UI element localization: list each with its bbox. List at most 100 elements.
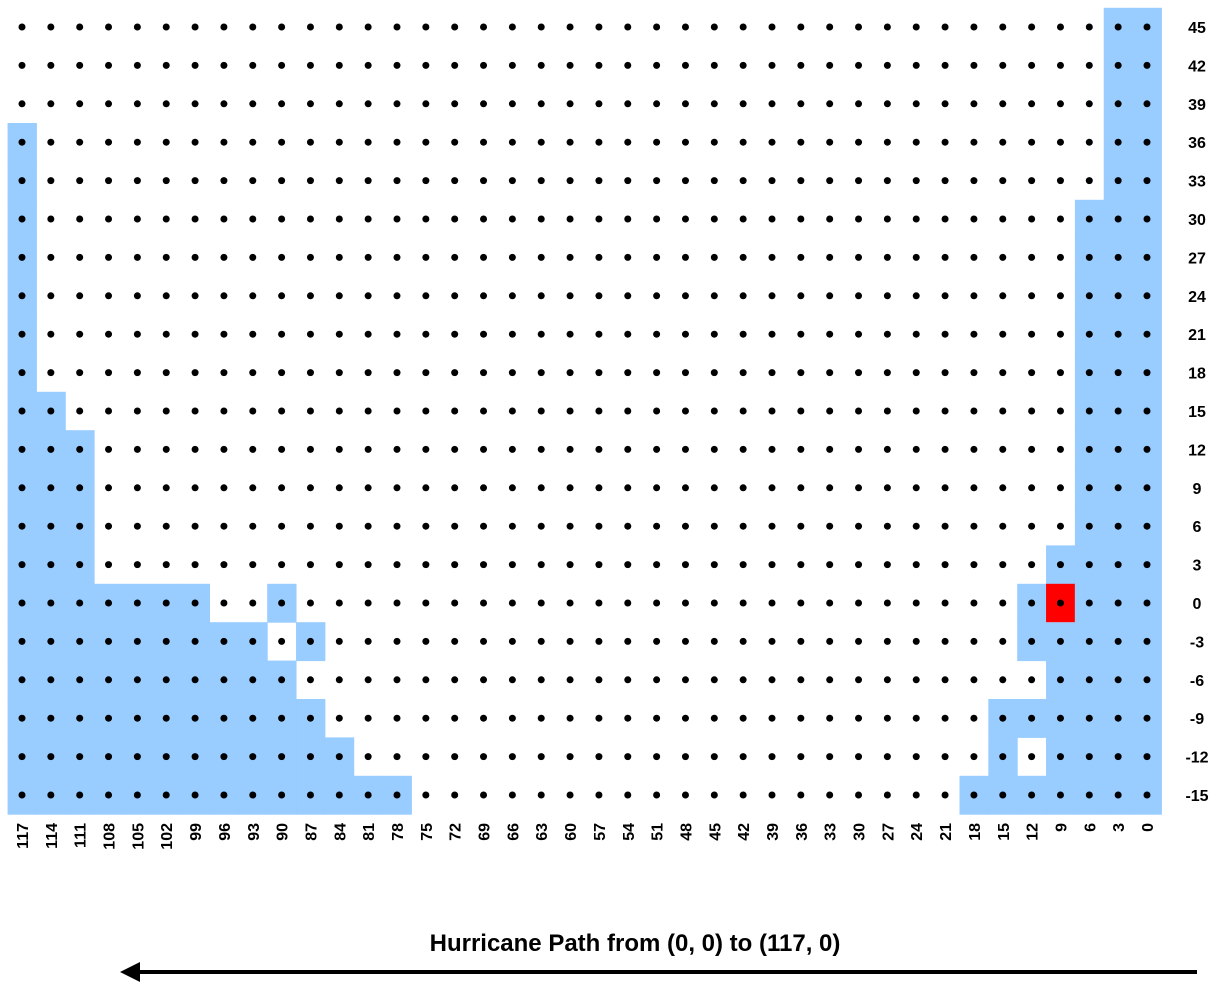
grid-dot <box>941 369 949 377</box>
grid-dot <box>162 292 170 300</box>
grid-dot <box>1143 23 1151 31</box>
grid-dot <box>480 292 488 300</box>
grid-dot <box>133 445 141 453</box>
grid-dot <box>1143 407 1151 415</box>
grid-dot <box>855 561 863 569</box>
grid-dot <box>883 330 891 338</box>
grid-dot <box>970 753 978 761</box>
grid-dot <box>422 100 430 108</box>
x-tick-label: 0 <box>1140 823 1157 832</box>
x-tick-label: 75 <box>419 823 436 841</box>
grid-dot <box>970 676 978 684</box>
grid-dot <box>883 445 891 453</box>
grid-dot <box>970 177 978 185</box>
grid-dot <box>624 791 632 799</box>
grid-dot <box>47 138 55 146</box>
grid-dot <box>595 215 603 223</box>
grid-dot <box>797 23 805 31</box>
grid-dot <box>624 138 632 146</box>
grid-dot <box>797 676 805 684</box>
grid-dot <box>451 215 459 223</box>
grid-dot <box>855 292 863 300</box>
grid-dot <box>364 637 372 645</box>
grid-dot <box>941 253 949 261</box>
grid-dot <box>105 61 113 69</box>
grid-dot <box>220 100 228 108</box>
grid-dot <box>249 292 257 300</box>
grid-dot <box>162 714 170 722</box>
grid-dot <box>162 177 170 185</box>
grid-dot <box>393 330 401 338</box>
grid-dot <box>249 100 257 108</box>
x-tick-label: 36 <box>794 823 811 841</box>
grid-dot <box>133 61 141 69</box>
grid-dot <box>912 138 920 146</box>
grid-dot <box>364 138 372 146</box>
grid-dot <box>624 215 632 223</box>
chart-title: Hurricane Path from (0, 0) to (117, 0) <box>430 930 841 957</box>
grid-dot <box>855 484 863 492</box>
grid-dot <box>941 292 949 300</box>
grid-dot <box>970 23 978 31</box>
grid-dot <box>220 23 228 31</box>
x-tick-label: 33 <box>823 823 840 841</box>
y-tick-label: -12 <box>1185 750 1208 767</box>
grid-dot <box>105 177 113 185</box>
grid-dot <box>653 177 661 185</box>
grid-dot <box>220 177 228 185</box>
grid-dot <box>191 676 199 684</box>
grid-dot <box>220 61 228 69</box>
grid-dot <box>912 561 920 569</box>
grid-dot <box>768 292 776 300</box>
grid-dot <box>364 100 372 108</box>
grid-dot <box>739 23 747 31</box>
grid-dot <box>249 23 257 31</box>
grid-dot <box>681 292 689 300</box>
grid-dot <box>278 292 286 300</box>
grid-dot <box>278 23 286 31</box>
grid-dot <box>162 253 170 261</box>
x-tick-label: 108 <box>102 823 119 850</box>
grid-dot <box>18 23 26 31</box>
grid-dot <box>595 599 603 607</box>
grid-dot <box>970 407 978 415</box>
grid-dot <box>681 676 689 684</box>
grid-dot <box>47 445 55 453</box>
grid-dot <box>480 138 488 146</box>
grid-dot <box>47 561 55 569</box>
grid-dot <box>480 330 488 338</box>
grid-dot <box>1056 100 1064 108</box>
grid-dot <box>624 23 632 31</box>
grid-dot <box>883 61 891 69</box>
grid-dot <box>999 369 1007 377</box>
grid-dot <box>653 100 661 108</box>
grid-dot <box>18 177 26 185</box>
grid-dot <box>537 561 545 569</box>
grid-dot <box>797 215 805 223</box>
grid-dot <box>999 23 1007 31</box>
grid-dot <box>133 637 141 645</box>
grid-dot <box>681 561 689 569</box>
grid-dot <box>508 253 516 261</box>
grid-dot <box>681 753 689 761</box>
grid-dot <box>710 522 718 530</box>
grid-dot <box>681 714 689 722</box>
grid-dot <box>1114 177 1122 185</box>
grid-dot <box>566 215 574 223</box>
grid-dot <box>912 292 920 300</box>
grid-dot <box>220 753 228 761</box>
grid-dot <box>162 61 170 69</box>
grid-dot <box>105 215 113 223</box>
grid-dot <box>76 714 84 722</box>
grid-dot <box>393 138 401 146</box>
grid-dot <box>162 561 170 569</box>
grid-dot <box>249 253 257 261</box>
grid-dot <box>1143 138 1151 146</box>
grid-dot <box>826 676 834 684</box>
grid-dot <box>653 292 661 300</box>
grid-dot <box>18 407 26 415</box>
grid-dot <box>1085 23 1093 31</box>
grid-dot <box>1085 637 1093 645</box>
grid-dot <box>797 177 805 185</box>
grid-dot <box>941 753 949 761</box>
